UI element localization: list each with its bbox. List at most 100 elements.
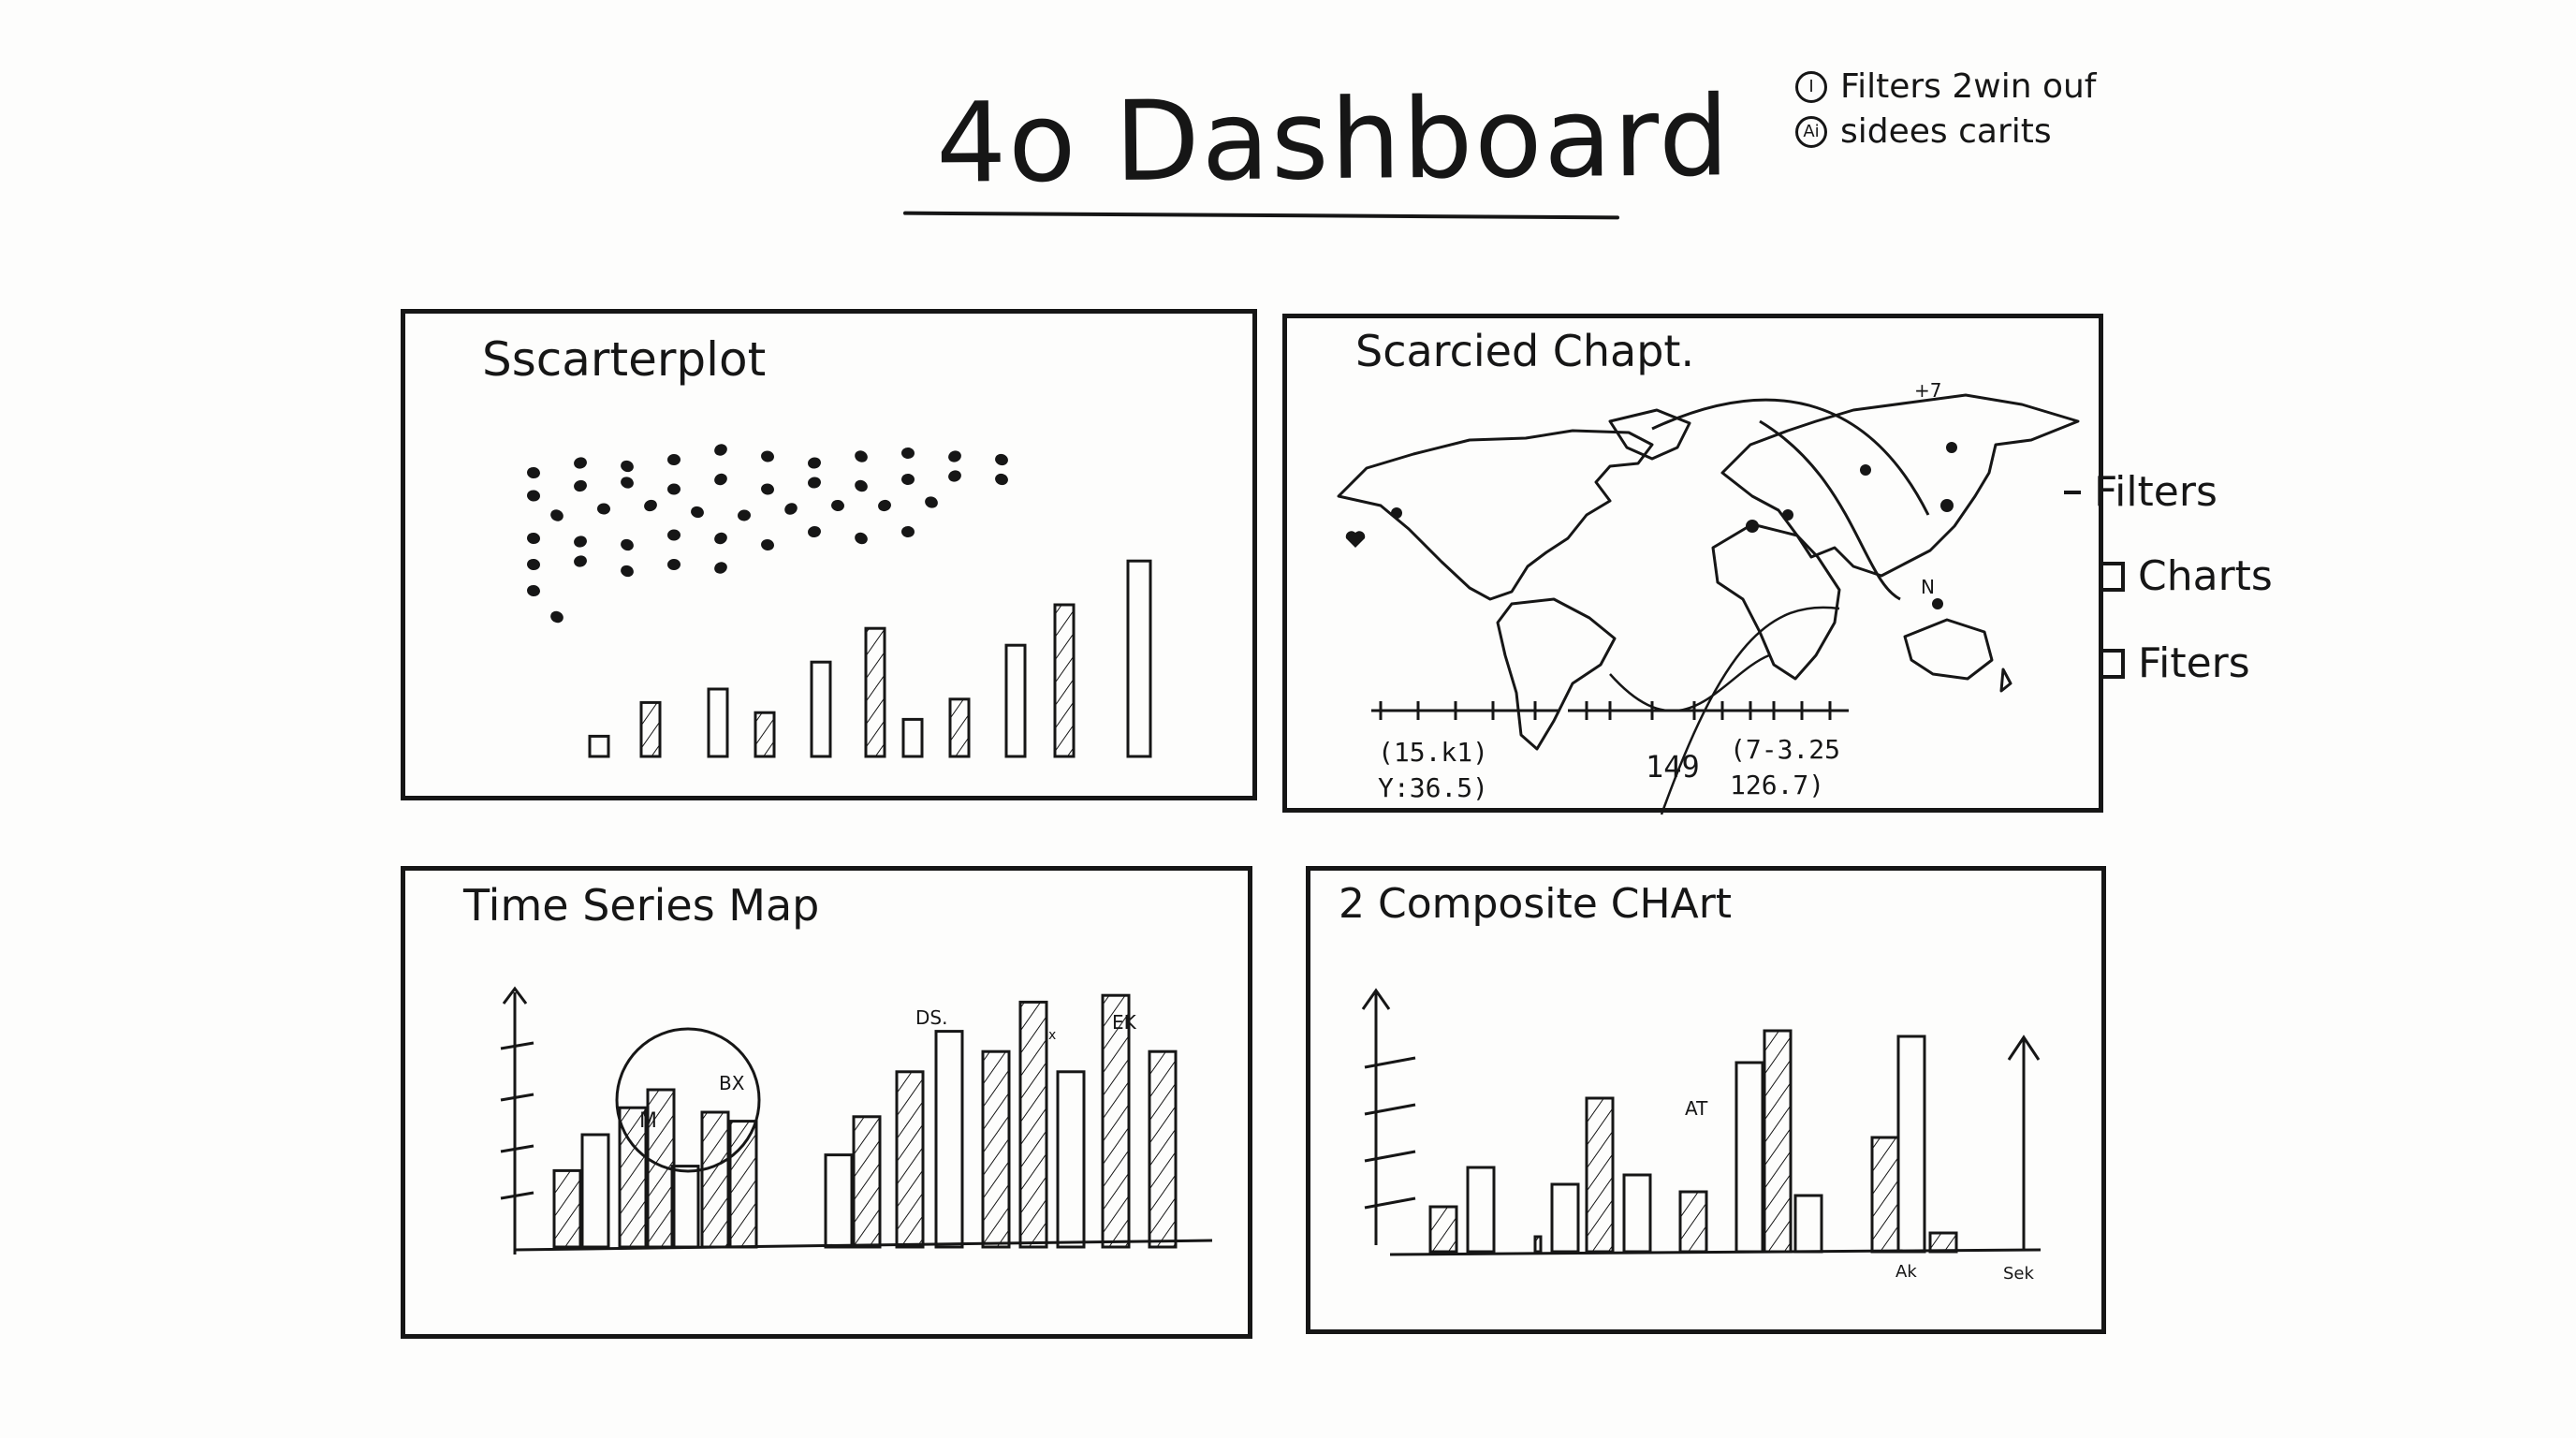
composite-bar: [1622, 1173, 1652, 1254]
composite-bar: [1734, 1061, 1764, 1254]
scatter-point: [784, 503, 798, 515]
scatter-bar: [1004, 643, 1027, 758]
scatter-point: [621, 565, 634, 578]
timeseries-bar: [552, 1168, 582, 1249]
coord-line: 126.7): [1730, 770, 1825, 800]
timeseries-title: Time Series Map: [463, 880, 820, 931]
annotation-label: EK: [1112, 1011, 1136, 1034]
scatter-point: [714, 473, 727, 486]
info-circle-icon: I: [1795, 70, 1827, 103]
map-pin-icon: [1860, 464, 1871, 476]
scatter-point: [550, 610, 564, 624]
timeseries-bar: [1148, 1049, 1178, 1249]
scatter-bar: [1126, 559, 1152, 758]
continent-south-america: [1496, 597, 1617, 751]
y-tick: [500, 1041, 534, 1050]
timeseries-bar: [728, 1120, 758, 1249]
y-tick: [1364, 1056, 1416, 1069]
timeseries-panel[interactable]: [401, 866, 1252, 1339]
timeseries-bar: [670, 1165, 700, 1249]
scatter-point: [855, 479, 868, 492]
y-tick: [500, 1093, 534, 1102]
composite-bar: [1896, 1034, 1926, 1254]
scatter-point: [808, 477, 821, 489]
scatterplot-title: Sscarterplot: [482, 332, 767, 387]
map-pin-icon: [1391, 507, 1402, 519]
scatter-point: [738, 509, 751, 521]
scatter-point: [761, 538, 774, 551]
timeseries-bar: [1101, 993, 1131, 1249]
coordinate-readout-middle: 149: [1646, 749, 1700, 785]
scatter-bar: [639, 700, 662, 758]
title-underline: [902, 211, 1620, 220]
page-title: 4o Dashboard: [935, 71, 1732, 208]
scatterplot-panel[interactable]: [401, 309, 1257, 800]
scatter-point: [901, 473, 915, 486]
heart-marker-icon: [1345, 531, 1366, 548]
scatter-point: [574, 555, 587, 567]
composite-bar: [1928, 1231, 1958, 1254]
checkbox-icon[interactable]: [2099, 648, 2125, 679]
coord-line: (15.k1): [1378, 737, 1489, 768]
scatter-point: [855, 450, 868, 462]
route-line: [1660, 606, 1840, 815]
secondary-axis-arrow-icon: [2007, 1034, 2041, 1061]
scatter-point: [691, 506, 704, 519]
annotation-label: BX: [719, 1072, 745, 1094]
scatter-point: [574, 479, 587, 492]
timeseries-bar: [895, 1070, 925, 1249]
scatter-point: [574, 457, 587, 469]
scatter-point: [621, 538, 634, 551]
filters-heading-label: Filters: [2094, 468, 2217, 516]
scatter-point: [667, 529, 681, 541]
scatter-point: [621, 477, 634, 489]
map-pin-icon: [1932, 598, 1943, 609]
continent-australia: [1903, 618, 1994, 681]
route-line: [1609, 653, 1770, 712]
continent-north-america: [1337, 429, 1654, 601]
timeseries-bar: [1018, 1000, 1048, 1249]
checkbox-icon[interactable]: [2099, 561, 2125, 592]
filter-checkbox-fiters[interactable]: Fiters: [2099, 639, 2250, 687]
scatter-point: [667, 453, 681, 466]
checkbox-label: Fiters: [2138, 639, 2250, 687]
composite-bar: [1550, 1182, 1580, 1254]
continent-eurasia: [1720, 393, 2080, 578]
coord-line: (7-3.25: [1730, 734, 1841, 765]
timeseries-bar: [580, 1133, 610, 1249]
scatterplot-chart: [527, 444, 1152, 758]
annotation-label: M: [639, 1109, 657, 1133]
y-axis-arrow-icon: [502, 986, 528, 1005]
composite-bar: [1466, 1166, 1496, 1254]
timeseries-bar: [934, 1030, 964, 1249]
scatter-point: [621, 460, 634, 473]
composite-title: 2 Composite CHArt: [1339, 880, 1733, 928]
scatter-point: [948, 450, 961, 462]
annotation-label: x: [1048, 1028, 1057, 1043]
axis-label: Sek: [2003, 1264, 2034, 1284]
scatter-point: [855, 532, 868, 545]
timeseries-bar: [981, 1049, 1011, 1249]
scatter-point: [831, 499, 844, 512]
timeseries-bar: [700, 1110, 730, 1249]
filter-checkbox-charts[interactable]: Charts: [2099, 552, 2273, 600]
composite-bar: [1585, 1096, 1615, 1254]
scatter-bar: [810, 660, 832, 758]
composite-chart: [1361, 988, 2042, 1256]
legend-item-sidees: Ai sidees carits: [1795, 112, 2052, 151]
composite-bar: [1793, 1194, 1823, 1254]
y-tick: [1364, 1150, 1416, 1163]
route-line: [1651, 398, 1930, 516]
scatter-point: [995, 453, 1008, 466]
scatter-point: [878, 499, 891, 512]
scatter-point: [714, 562, 727, 574]
coord-line: Y:36.5): [1378, 772, 1489, 803]
map-pin-icon: [1746, 520, 1759, 533]
dash-icon: [2064, 490, 2081, 494]
scatter-point: [550, 509, 564, 521]
timeseries-bar: [1056, 1070, 1086, 1249]
composite-panel[interactable]: [1306, 866, 2106, 1334]
scatter-point: [527, 466, 540, 479]
scatter-point: [761, 483, 774, 495]
scatter-point: [527, 584, 540, 597]
